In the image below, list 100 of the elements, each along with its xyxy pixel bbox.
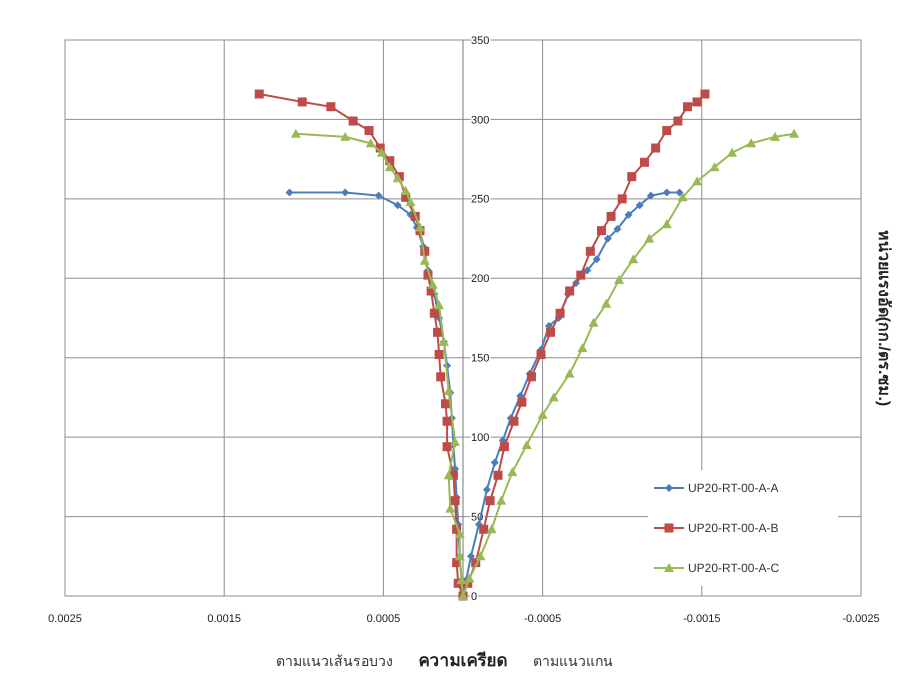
point [348,116,358,126]
point [376,148,387,157]
point [433,328,442,337]
point [464,574,474,583]
x-axis-title: ความเครียด [418,650,508,670]
point [434,300,444,310]
x-tick-label: 0.0025 [48,613,82,625]
x-tick-label: -0.0005 [524,613,562,625]
point [576,270,586,280]
point [486,524,497,534]
point [601,298,612,308]
point [662,188,671,197]
point [662,126,672,136]
point [651,144,660,153]
point [500,442,509,452]
y-tick-label: 200 [471,273,490,286]
point [517,398,526,407]
point [586,246,595,256]
point [509,416,518,426]
point [526,372,536,382]
y-tick-label: 300 [471,114,490,126]
point [341,188,350,197]
point [548,392,559,402]
point [613,225,622,234]
point [700,90,710,99]
point [479,524,488,534]
point [434,350,444,360]
point [384,162,395,172]
point [789,128,800,138]
point [636,201,644,210]
point [366,138,376,148]
point [450,436,460,446]
point [298,97,307,106]
point [405,197,416,206]
point [597,226,606,236]
point [627,172,636,182]
point [400,186,411,195]
point [640,158,649,167]
point [454,529,465,538]
point [662,219,672,228]
point [577,343,588,352]
point [646,192,655,200]
point [692,97,702,106]
point [614,274,624,284]
point [592,255,601,264]
y-axis-title: หน่วยแรงอัด(กก./ตร.ซม.) [875,230,893,406]
point [445,504,456,513]
point [415,222,426,232]
x-tick-label: 0.0015 [207,613,242,625]
point [727,148,738,157]
point [442,442,452,452]
point [420,256,430,265]
point [290,128,301,138]
point [624,210,633,219]
point [604,234,612,243]
point [364,126,374,136]
point [476,551,486,560]
point [746,138,756,148]
point [678,192,688,202]
x-tick-label: -0.0015 [683,613,720,625]
legend-label: UP20-RT-00-A-A [688,481,778,496]
point [444,386,454,396]
point [710,162,720,172]
point [507,467,518,476]
point [628,254,638,264]
point [482,486,491,494]
point [490,458,499,467]
point [522,440,532,450]
point [682,102,692,112]
point [466,552,475,560]
point [565,286,574,296]
point [450,496,460,506]
point [430,308,439,318]
y-tick-label: 350 [471,34,490,47]
text: ตามแนวเส้นรอบวง [276,653,393,669]
point [444,470,454,480]
point [546,328,556,337]
point [442,416,452,426]
point [394,201,402,210]
point [440,399,450,408]
point [340,132,350,141]
x-tick-label: 0.0005 [366,613,400,625]
y-tick-label: 150 [471,352,490,365]
point [374,192,383,200]
point [676,188,684,197]
point [673,116,682,126]
x-tick-label: -0.0025 [842,613,880,625]
point [496,496,506,505]
point [588,318,599,327]
point [692,176,702,186]
point [326,102,336,112]
point [494,470,503,480]
point [486,496,495,506]
point [536,350,546,360]
y-tick-label: 100 [471,432,490,444]
point [254,90,264,99]
point [644,234,654,243]
point [564,368,575,378]
y-tick-label: 250 [471,194,490,206]
point [618,194,627,204]
